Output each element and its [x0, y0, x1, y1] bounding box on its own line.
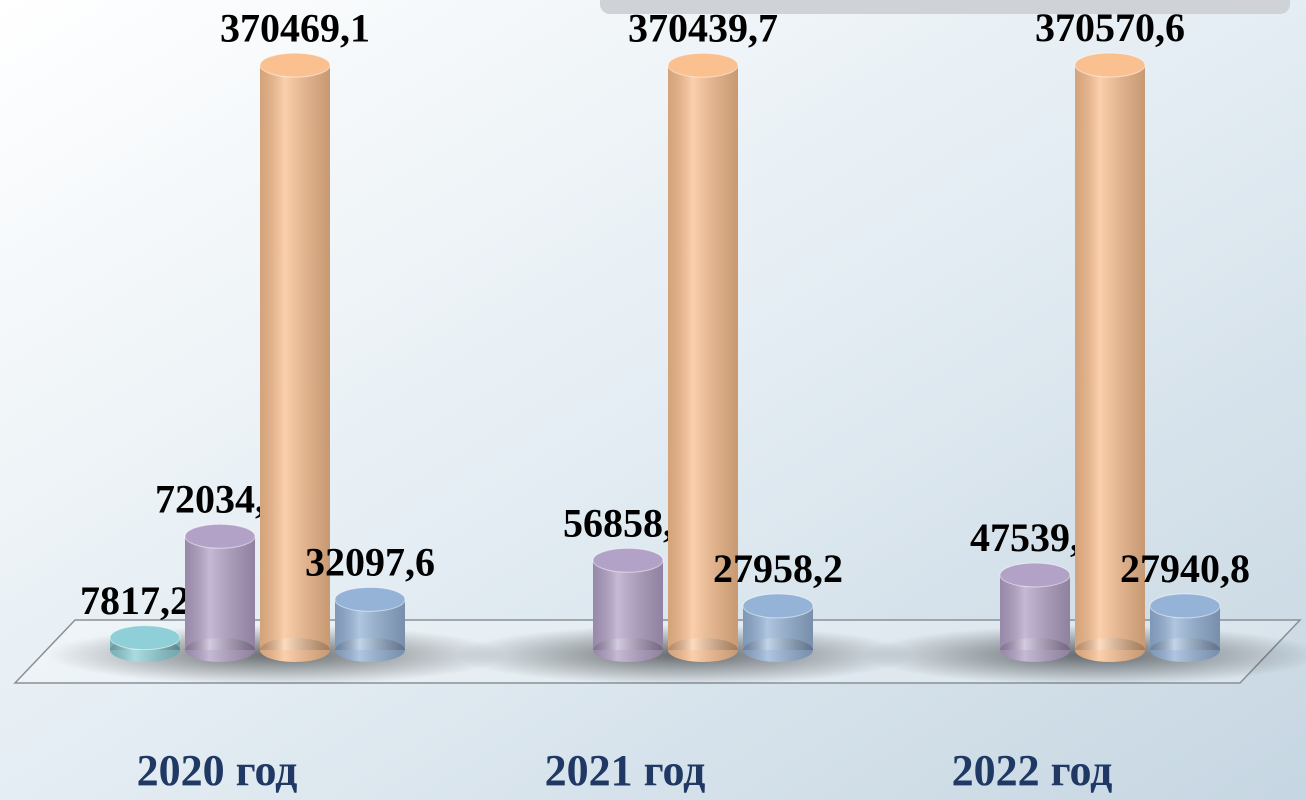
x-tick-label: 2021 год	[545, 746, 706, 795]
bar-body-shade	[1000, 574, 1070, 650]
bar-bottom-shade	[743, 638, 813, 662]
bar	[592, 547, 664, 662]
value-label: 7817,2	[80, 578, 190, 623]
bar-top	[109, 625, 181, 651]
bar	[184, 523, 256, 662]
x-tick-label: 2022 год	[952, 746, 1113, 795]
bar-bottom-shade	[668, 638, 738, 662]
value-label: 370570,6	[1035, 5, 1185, 50]
bar-top	[742, 593, 814, 619]
bar	[999, 562, 1071, 662]
bar-bottom-shade	[1075, 638, 1145, 662]
bar	[1074, 52, 1146, 662]
bar-top	[999, 562, 1071, 588]
bar-body-shade	[593, 560, 663, 650]
bar-top	[592, 547, 664, 573]
bar	[667, 52, 739, 662]
bar	[334, 586, 406, 662]
value-label: 27940,8	[1120, 546, 1250, 591]
bar-bottom-shade	[335, 638, 405, 662]
bar	[109, 625, 181, 662]
bar-bottom-shade	[1150, 638, 1220, 662]
bar-body-shade	[185, 536, 255, 650]
bar-top	[1074, 52, 1146, 78]
bar-body-shade	[260, 65, 330, 651]
bar	[259, 52, 331, 662]
bar-bottom-shade	[1000, 638, 1070, 662]
bar-bottom-shade	[260, 638, 330, 662]
bar-body-shade	[1075, 65, 1145, 650]
bar	[742, 593, 814, 662]
bar-top	[334, 586, 406, 612]
bar-bottom-shade	[185, 638, 255, 662]
top-panel	[600, 0, 1290, 14]
bar-bottom-shade	[593, 638, 663, 662]
value-label: 27958,2	[713, 546, 843, 591]
bar-top	[1149, 593, 1221, 619]
value-label: 370439,7	[628, 5, 778, 50]
value-label: 370469,1	[220, 5, 370, 50]
bar-body-shade	[668, 65, 738, 650]
x-tick-label: 2020 год	[137, 746, 298, 795]
bar-top	[184, 523, 256, 549]
value-label: 32097,6	[305, 540, 435, 585]
bar	[1149, 593, 1221, 662]
bar-top	[259, 52, 331, 78]
bar-top	[667, 52, 739, 78]
